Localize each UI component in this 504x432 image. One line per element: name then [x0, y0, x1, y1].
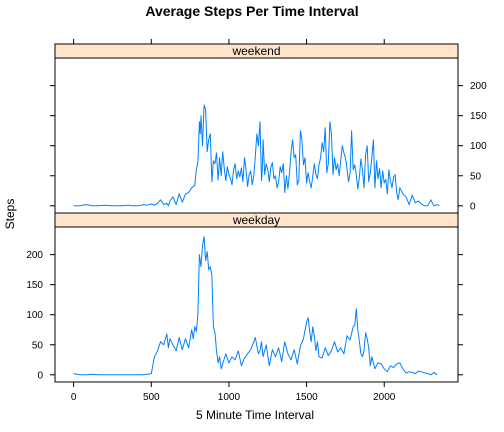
weekday-x-tick-label: 500 — [143, 392, 160, 403]
weekday-y-tick-label: 0 — [37, 370, 43, 381]
weekday-series-line — [74, 237, 437, 375]
chart-title: Average Steps Per Time Interval — [145, 3, 358, 19]
weekday-panel-border — [55, 227, 458, 382]
weekend-y-tick-label: 200 — [470, 81, 487, 92]
weekend-series-line — [74, 105, 440, 206]
weekday-y-tick-label: 50 — [32, 340, 44, 351]
x-axis-label: 5 Minute Time Interval — [196, 408, 314, 422]
weekend-y-tick-label: 100 — [470, 141, 487, 152]
weekend-y-tick-label: 50 — [470, 171, 482, 182]
weekday-x-tick-label: 1500 — [295, 392, 318, 403]
weekday-y-tick-label: 100 — [26, 310, 43, 321]
weekend-y-tick-label: 0 — [470, 201, 476, 212]
weekday-x-tick-label: 0 — [71, 392, 77, 403]
weekend-strip-label: weekend — [231, 44, 280, 58]
weekday-strip-label: weekday — [232, 213, 280, 227]
weekday-x-tick-label: 1000 — [218, 392, 241, 403]
weekday-y-tick-label: 150 — [26, 280, 43, 291]
weekday-y-tick-label: 200 — [26, 250, 43, 261]
weekday-x-tick-label: 2000 — [373, 392, 396, 403]
y-axis-label: Steps — [3, 199, 17, 230]
weekend-y-tick-label: 150 — [470, 111, 487, 122]
